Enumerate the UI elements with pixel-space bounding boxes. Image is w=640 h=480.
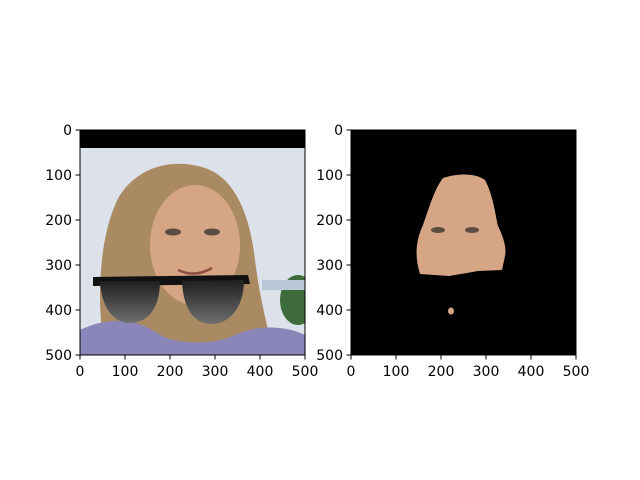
right-y-tick-labels: 0 100 200 300 400 500: [316, 123, 343, 364]
left-x-tick: 200: [157, 364, 184, 380]
right-x-tick: 200: [428, 364, 455, 380]
right-y-tick: 0: [334, 123, 343, 139]
right-y-tick: 400: [316, 303, 343, 319]
left-y-tick: 0: [63, 123, 72, 139]
left-x-tick: 500: [292, 364, 319, 380]
left-x-tick: 0: [76, 364, 85, 380]
left-y-tick: 200: [45, 213, 72, 229]
right-x-tick-labels: 0 100 200 300 400 500: [347, 364, 590, 380]
left-image-panel: [80, 130, 305, 355]
left-axes-frame: [79, 129, 306, 356]
right-x-tick: 400: [518, 364, 545, 380]
masked-fragment: [448, 307, 454, 315]
masked-face: [416, 174, 506, 276]
left-x-tick: 100: [112, 364, 139, 380]
masked-left-eye: [431, 227, 445, 233]
right-x-tick: 300: [473, 364, 500, 380]
right-y-tick: 100: [316, 168, 343, 184]
left-x-tick-labels: 0 100 200 300 400 500: [76, 364, 319, 380]
right-lens: [182, 280, 244, 324]
left-x-tick: 400: [247, 364, 274, 380]
sunglasses: [93, 275, 250, 324]
right-image-panel: [351, 130, 576, 355]
left-axes: [75, 129, 306, 360]
left-x-tick: 300: [202, 364, 229, 380]
right-axes: [346, 129, 577, 360]
right-y-tick: 300: [316, 258, 343, 274]
mouth: [177, 266, 213, 275]
left-y-tick-labels: 0 100 200 300 400 500: [45, 123, 72, 364]
left-y-tick: 100: [45, 168, 72, 184]
right-x-tick: 0: [347, 364, 356, 380]
left-y-tick: 500: [45, 348, 72, 364]
right-eye: [204, 228, 220, 236]
shirt: [80, 320, 305, 355]
left-eye: [165, 228, 181, 236]
right-y-tick: 500: [316, 348, 343, 364]
right-x-tick: 500: [563, 364, 590, 380]
distant-water: [262, 280, 305, 290]
left-y-tick: 400: [45, 303, 72, 319]
face: [150, 185, 240, 305]
black-top-band: [80, 130, 305, 148]
left-lens: [100, 281, 160, 324]
right-y-tick: 200: [316, 213, 343, 229]
left-y-tick: 300: [45, 258, 72, 274]
masked-right-eye: [465, 227, 479, 233]
right-x-tick: 100: [383, 364, 410, 380]
right-axes-frame: [350, 129, 577, 356]
